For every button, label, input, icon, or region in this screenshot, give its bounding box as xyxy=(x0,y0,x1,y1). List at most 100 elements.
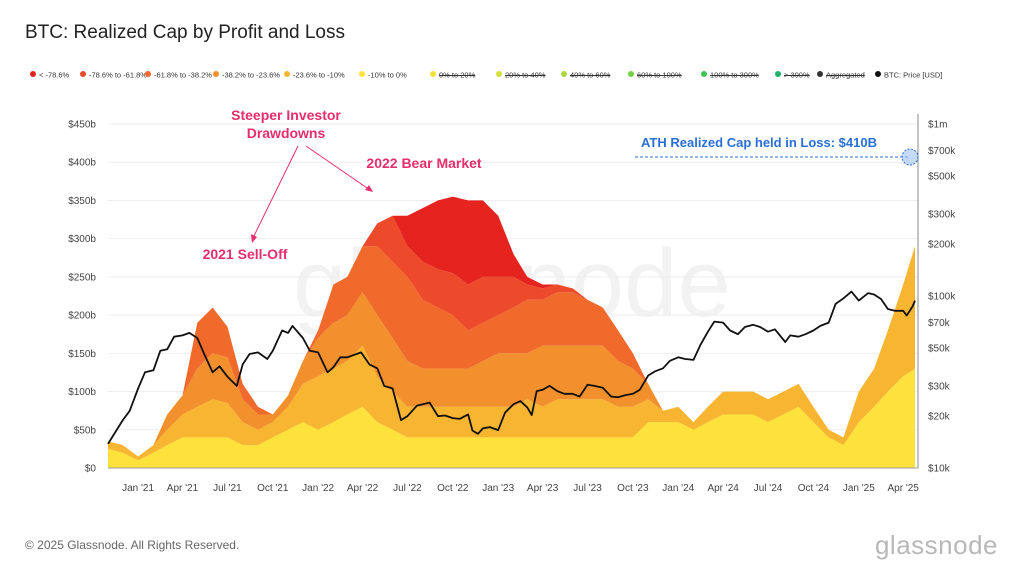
left-axis-tick-label: $350b xyxy=(68,196,96,207)
legend-label: 100% to 300% xyxy=(710,70,759,80)
legend-swatch xyxy=(496,71,502,78)
x-axis-tick-label: Apr '21 xyxy=(167,483,199,494)
legend-swatch xyxy=(80,71,86,78)
legend-item[interactable]: -23.6% to -10% xyxy=(284,70,345,80)
left-axis-tick-label: $300b xyxy=(68,234,96,245)
legend-item[interactable]: 100% to 300% xyxy=(701,70,759,80)
legend-item[interactable]: 60% to 100% xyxy=(628,70,682,80)
legend-label: 0% to 20% xyxy=(439,70,476,80)
legend-item[interactable]: 20% to 40% xyxy=(496,70,545,80)
x-axis-tick-label: Jan '22 xyxy=(302,483,334,494)
legend-item[interactable]: -61.8% to -38.2% xyxy=(145,70,212,80)
legend-label: Aggregated xyxy=(826,70,865,80)
x-axis-tick-label: Jan '25 xyxy=(843,483,875,494)
right-axis-tick-label: $700k xyxy=(928,146,956,157)
legend-label: > 300% xyxy=(784,70,810,80)
legend-item[interactable]: -38.2% to -23.6% xyxy=(213,70,280,80)
x-axis-tick-label: Apr '25 xyxy=(888,483,920,494)
legend-item[interactable]: < -78.6% xyxy=(30,70,69,80)
right-axis-tick-label: $100k xyxy=(928,292,956,303)
legend-label: -38.2% to -23.6% xyxy=(222,70,280,80)
legend: < -78.6% -78.6% to -61.8% -61.8% to -38.2%… xyxy=(30,70,1020,84)
left-axis-tick-label: $0 xyxy=(85,464,97,475)
legend-item[interactable]: 0% to 20% xyxy=(430,70,475,80)
price-line-layer xyxy=(107,290,916,445)
x-axis-tick-label: Oct '23 xyxy=(617,483,649,494)
x-axis-tick-label: Oct '21 xyxy=(257,483,289,494)
left-axis-tick-label: $450b xyxy=(68,120,96,131)
legend-item[interactable]: BTC: Price [USD] xyxy=(875,70,942,80)
loss-band-area xyxy=(108,368,915,468)
legend-label: 20% to 40% xyxy=(505,70,546,80)
ath-marker xyxy=(901,148,919,166)
legend-swatch xyxy=(30,71,36,78)
loss-bands-area xyxy=(108,196,915,468)
x-axis-tick-label: Apr '23 xyxy=(527,483,559,494)
axes: $0 $50b $100b $150b $200b $250b $300b $350b $400… xyxy=(68,114,956,494)
annotations: Steeper Investor Drawdowns 2022 Bear Mar… xyxy=(203,107,919,262)
left-axis-tick-label: $400b xyxy=(68,158,96,169)
legend-swatch xyxy=(213,71,219,78)
brand-logo: glassnode xyxy=(874,530,998,560)
x-axis-tick-label: Jan '24 xyxy=(662,483,694,494)
x-axis-tick-label: Jul '23 xyxy=(573,483,602,494)
arrow-bear-head xyxy=(365,185,373,192)
right-axis-tick-label: $50k xyxy=(928,343,951,354)
legend-label: -61.8% to -38.2% xyxy=(154,70,212,80)
legend-label: -10% to 0% xyxy=(368,70,407,80)
legend-swatch xyxy=(284,71,290,78)
x-axis-tick-label: Apr '22 xyxy=(347,483,379,494)
legend-item[interactable]: -10% to 0% xyxy=(359,70,407,80)
right-axis-tick-label: $70k xyxy=(928,318,951,329)
loss-band-area xyxy=(108,246,915,461)
x-axis-tick-label: Oct '24 xyxy=(798,483,830,494)
btc-price-line xyxy=(107,290,916,445)
legend-label: -23.6% to -10% xyxy=(293,70,345,80)
legend-item[interactable]: 40% to 60% xyxy=(561,70,610,80)
legend-swatch xyxy=(561,71,567,78)
legend-item[interactable]: -78.6% to -61.8% xyxy=(80,70,147,80)
left-axis-tick-label: $200b xyxy=(68,311,96,322)
copyright-footer: © 2025 Glassnode. All Rights Reserved. xyxy=(25,538,240,552)
right-axis-tick-label: $1m xyxy=(928,120,947,131)
arrow-selloff xyxy=(251,145,299,241)
x-axis-tick-label: Oct '22 xyxy=(437,483,469,494)
legend-swatch xyxy=(775,71,781,78)
x-axis-tick-label: Jan '21 xyxy=(122,483,154,494)
legend-item[interactable]: Aggregated xyxy=(817,70,865,80)
annotation-ath-loss: ATH Realized Cap held in Loss: $410B xyxy=(641,135,877,150)
left-axis-tick-label: $150b xyxy=(68,349,96,360)
legend-swatch xyxy=(875,71,881,78)
x-axis-tick-label: Jul '22 xyxy=(393,483,422,494)
legend-swatch xyxy=(359,71,365,78)
annotation-sell-off: 2021 Sell-Off xyxy=(203,246,288,262)
annotation-steeper-line2: Drawdowns xyxy=(247,125,326,141)
x-axis-tick-label: Apr '24 xyxy=(707,483,739,494)
legend-label: < -78.6% xyxy=(39,70,70,80)
legend-item[interactable]: > 300% xyxy=(775,70,810,80)
right-axis-tick-label: $20k xyxy=(928,412,951,423)
x-axis-tick-label: Jul '21 xyxy=(213,483,242,494)
right-axis-tick-label: $30k xyxy=(928,381,951,392)
legend-label: 40% to 60% xyxy=(570,70,611,80)
legend-swatch xyxy=(701,71,707,78)
annotation-steeper-line1: Steeper Investor xyxy=(231,107,341,123)
legend-swatch xyxy=(145,71,151,78)
right-axis-tick-label: $200k xyxy=(928,240,956,251)
x-axis-tick-label: Jan '23 xyxy=(482,483,514,494)
legend-label: 60% to 100% xyxy=(637,70,682,80)
annotation-bear-market: 2022 Bear Market xyxy=(366,155,482,171)
right-axis-tick-label: $10k xyxy=(928,464,951,475)
left-axis-tick-label: $50b xyxy=(74,425,97,436)
loss-band-area xyxy=(108,246,915,457)
right-axis-tick-label: $500k xyxy=(928,171,956,182)
left-axis-tick-label: $100b xyxy=(68,387,96,398)
arrow-selloff-head xyxy=(251,234,257,243)
legend-label: BTC: Price [USD] xyxy=(884,70,943,80)
legend-swatch xyxy=(817,71,823,78)
right-axis-tick-label: $300k xyxy=(928,209,956,220)
legend-swatch xyxy=(430,71,436,78)
legend-label: -78.6% to -61.8% xyxy=(89,70,147,80)
left-axis-tick-label: $250b xyxy=(68,272,96,283)
